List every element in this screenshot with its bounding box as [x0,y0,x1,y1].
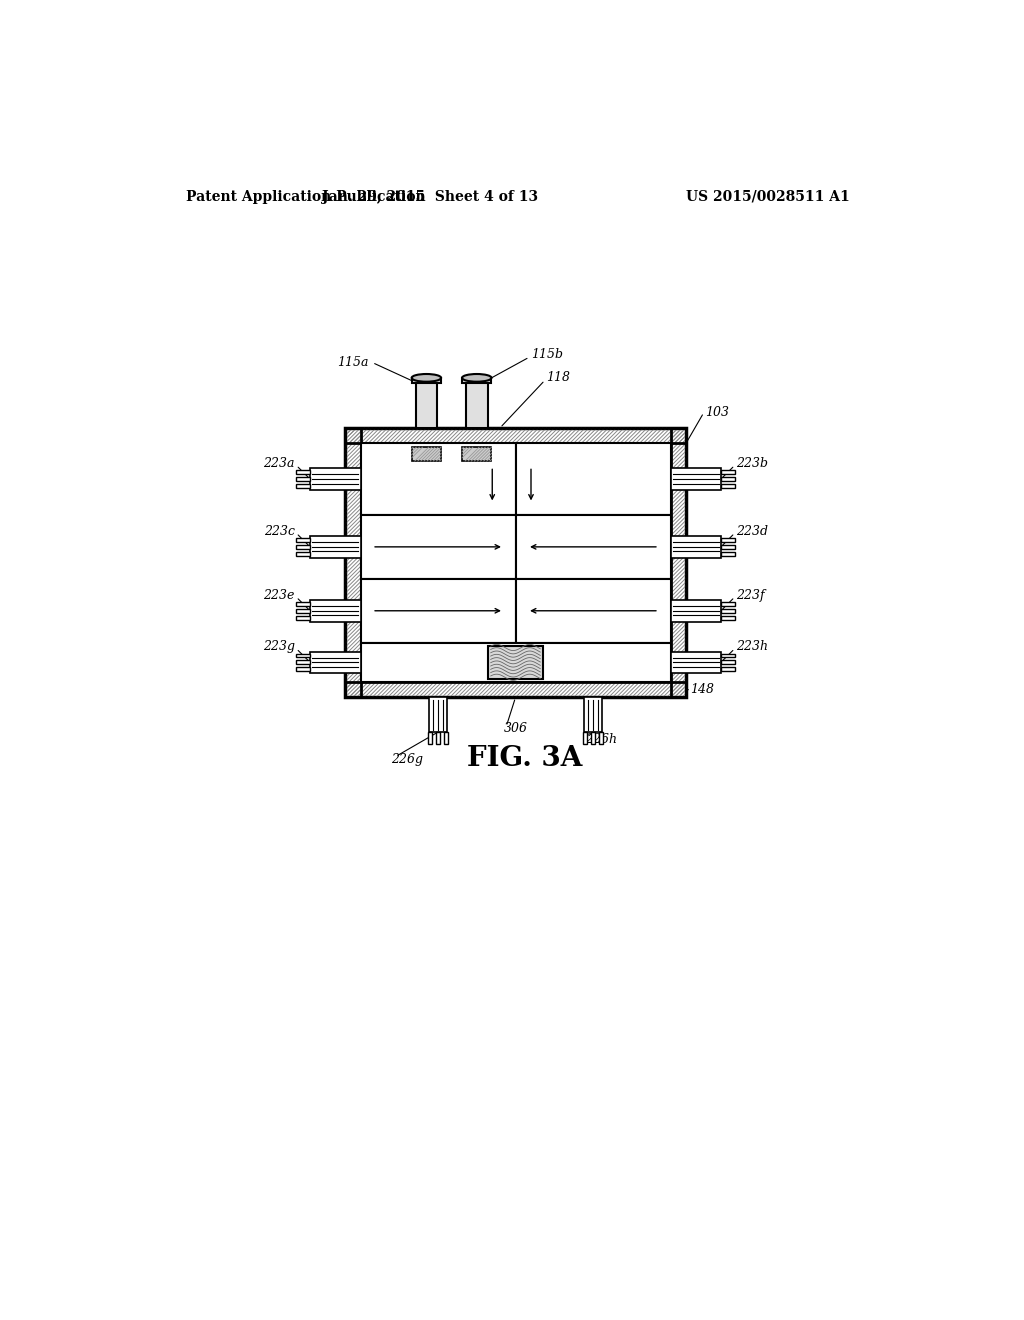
Bar [296,615,310,619]
Text: 223d: 223d [736,525,768,539]
Text: FIG. 3A: FIG. 3A [467,746,583,772]
Ellipse shape [412,374,441,381]
Bar [360,578,515,643]
Bar [296,653,310,657]
Bar [462,447,492,461]
Bar [584,697,602,733]
Text: 115a: 115a [337,356,369,370]
Bar [412,378,441,383]
Bar [296,539,310,543]
Bar [310,652,360,673]
Bar [671,652,721,673]
Bar [296,470,310,474]
Text: 326b: 326b [523,453,555,466]
Ellipse shape [462,374,492,381]
Bar [345,428,686,444]
Text: 326f: 326f [519,601,548,614]
Bar [310,469,360,490]
Text: US 2015/0028511 A1: US 2015/0028511 A1 [686,190,850,203]
Bar [721,552,735,556]
Bar [721,539,735,543]
Bar [591,733,595,743]
Bar [721,470,735,474]
Bar [721,653,735,657]
Text: 223c: 223c [263,525,295,539]
Bar [296,478,310,480]
Bar [345,428,360,697]
Bar [296,602,310,606]
Text: 326e: 326e [445,595,477,609]
Bar [721,602,735,606]
Text: 326a: 326a [469,453,501,466]
Bar [412,447,441,461]
Bar [416,378,437,428]
Bar [296,668,310,671]
Text: 223h: 223h [736,640,768,653]
Bar [671,428,686,697]
Bar [721,660,735,664]
Text: 226g: 226g [391,752,424,766]
Text: 223e: 223e [263,589,295,602]
Bar [345,428,686,697]
Text: 148: 148 [690,684,714,696]
Text: 223f: 223f [736,589,765,602]
Text: 103: 103 [706,407,729,418]
Text: Jan. 29, 2015  Sheet 4 of 13: Jan. 29, 2015 Sheet 4 of 13 [323,190,539,203]
Text: Patent Application Publication: Patent Application Publication [186,190,426,203]
Bar [296,545,310,549]
Text: 326d: 326d [519,539,551,552]
Bar [296,484,310,488]
Bar [721,478,735,480]
Bar [429,697,447,733]
Bar [584,733,587,743]
Bar [515,444,671,515]
Bar [721,609,735,612]
Text: 223b: 223b [736,457,768,470]
Bar [360,643,671,682]
Bar [515,515,671,579]
Bar [310,601,360,622]
Bar [466,378,487,428]
Text: 115b: 115b [531,348,563,362]
Bar [671,536,721,557]
Text: 118: 118 [547,371,570,384]
Bar [671,469,721,490]
Bar [721,545,735,549]
Bar [310,536,360,557]
Bar [515,578,671,643]
Bar [296,609,310,612]
Text: 223a: 223a [263,457,295,470]
Bar [462,378,492,383]
Bar [436,733,440,743]
Bar [296,552,310,556]
Bar [360,515,515,579]
Bar [360,444,515,515]
Bar [428,733,432,743]
Bar [721,615,735,619]
Bar [443,733,447,743]
Bar [599,733,603,743]
Bar [345,682,686,697]
Text: 306: 306 [504,722,528,735]
Bar [671,601,721,622]
Bar [488,645,543,678]
Bar [721,484,735,488]
Text: 226h: 226h [586,733,617,746]
Bar [721,668,735,671]
Text: 326c: 326c [445,531,477,544]
Text: 223g: 223g [262,640,295,653]
Bar [296,660,310,664]
